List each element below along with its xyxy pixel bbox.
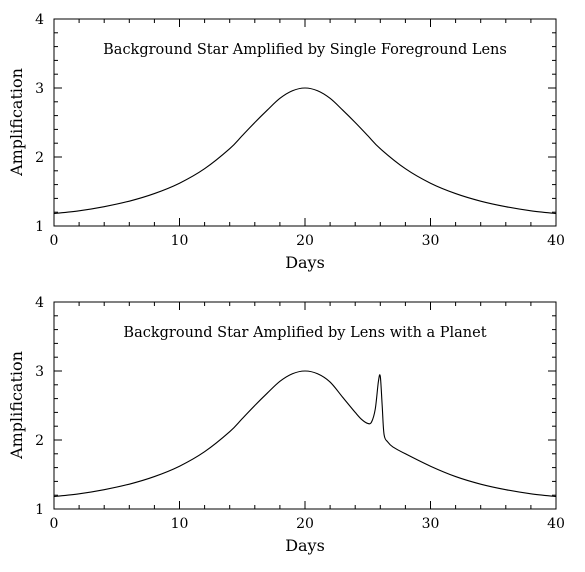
top-chart-ticks bbox=[53, 18, 557, 227]
bottom-chart-x-tick-label: 0 bbox=[50, 516, 59, 532]
bottom-chart-y-tick-label: 1 bbox=[35, 502, 44, 518]
bottom-chart-series-line bbox=[53, 370, 557, 498]
top-chart-y-tick-label: 2 bbox=[35, 150, 44, 166]
bottom-chart-x-tick-label: 40 bbox=[547, 516, 565, 532]
top-chart-y-tick-label: 1 bbox=[35, 219, 44, 235]
top-chart-x-tick-label: 40 bbox=[547, 233, 565, 249]
top-chart-y-tick-labels: 1 2 3 4 bbox=[35, 12, 44, 235]
top-chart-x-tick-label: 20 bbox=[296, 233, 314, 249]
top-chart-x-tick-labels: 0 10 20 30 40 bbox=[50, 233, 565, 249]
top-chart-x-tick-label: 10 bbox=[171, 233, 189, 249]
bottom-chart: 0 10 20 30 40 1 2 3 4 Background Star Amplified… bbox=[7, 295, 565, 555]
bottom-chart-x-tick-labels: 0 10 20 30 40 bbox=[50, 516, 565, 532]
top-chart-x-axis-label: Days bbox=[285, 253, 325, 272]
bottom-chart-y-tick-label: 2 bbox=[35, 433, 44, 449]
bottom-chart-x-tick-label: 20 bbox=[296, 516, 314, 532]
bottom-chart-title: Background Star Amplified by Lens with a… bbox=[123, 325, 486, 341]
bottom-chart-y-axis-label: Amplification bbox=[7, 351, 26, 460]
bottom-chart-x-tick-label: 30 bbox=[422, 516, 440, 532]
bottom-chart-y-tick-label: 4 bbox=[35, 295, 44, 311]
top-chart-x-tick-label: 0 bbox=[50, 233, 59, 249]
bottom-chart-y-tick-label: 3 bbox=[35, 364, 44, 380]
top-chart-series-line bbox=[53, 87, 557, 215]
top-chart-x-tick-label: 30 bbox=[422, 233, 440, 249]
bottom-chart-x-tick-label: 10 bbox=[171, 516, 189, 532]
bottom-chart-ticks bbox=[53, 301, 557, 510]
top-chart: 0 10 20 30 40 1 2 3 4 Background Star Amplified… bbox=[7, 12, 565, 272]
top-chart-y-tick-label: 4 bbox=[35, 12, 44, 28]
top-chart-title: Background Star Amplified by Single Fore… bbox=[103, 42, 507, 58]
top-chart-y-tick-label: 3 bbox=[35, 81, 44, 97]
bottom-chart-x-axis-label: Days bbox=[285, 536, 325, 555]
top-chart-y-axis-label: Amplification bbox=[7, 68, 26, 177]
bottom-chart-y-tick-labels: 1 2 3 4 bbox=[35, 295, 44, 518]
